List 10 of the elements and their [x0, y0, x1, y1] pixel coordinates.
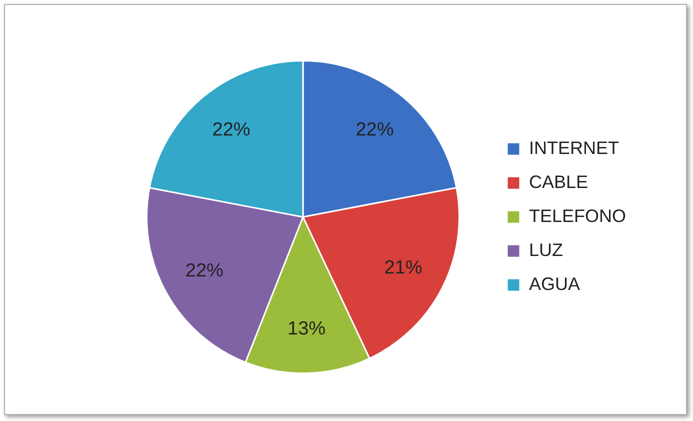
legend-label: CABLE: [528, 172, 588, 192]
data-label: 13%: [288, 318, 326, 340]
legend-label: INTERNET: [528, 138, 619, 158]
legend-label: TELEFONO: [528, 206, 626, 226]
legend-label: AGUA: [528, 274, 580, 294]
data-label: 22%: [212, 120, 250, 141]
data-label: 22%: [356, 120, 394, 141]
legend-label: LUZ: [528, 240, 563, 260]
data-label: 22%: [185, 260, 224, 282]
data-label: 21%: [384, 257, 422, 278]
